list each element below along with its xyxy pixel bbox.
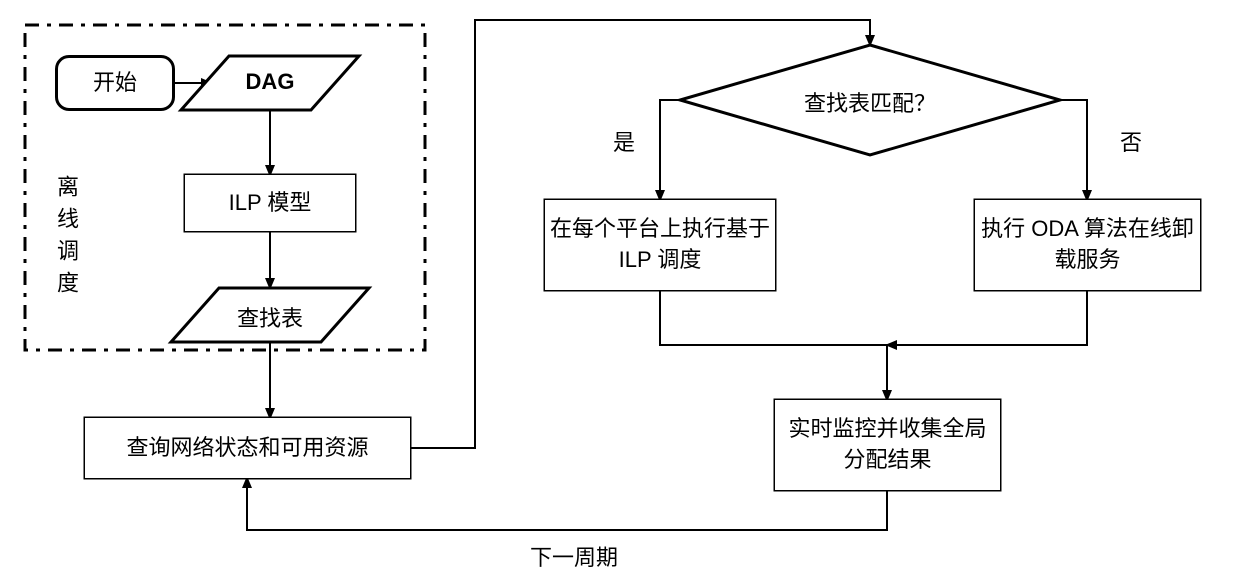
flowchart-svg	[0, 0, 1240, 584]
offline-scheduling-label: 离线调度	[50, 175, 82, 303]
start-label: 开始	[93, 68, 137, 99]
lookup-table-label: 查找表	[210, 301, 330, 333]
ilp-model-node: ILP 模型	[185, 175, 355, 231]
query-network-node: 查询网络状态和可用资源	[85, 418, 410, 478]
ilp-model-label: ILP 模型	[229, 188, 312, 219]
monitor-node: 实时监控并收集全局分配结果	[775, 400, 1000, 490]
next-cycle-edge-label: 下一周期	[530, 540, 618, 572]
yes-edge-label: 是	[613, 125, 635, 157]
ilp-schedule-node: 在每个平台上执行基于 ILP 调度	[545, 200, 775, 290]
oda-algorithm-label: 执行 ODA 算法在线卸载服务	[979, 214, 1196, 276]
oda-algorithm-node: 执行 ODA 算法在线卸载服务	[975, 200, 1200, 290]
dag-label: DAG	[220, 69, 320, 95]
start-node: 开始	[55, 55, 175, 111]
decision-label: 查找表匹配？	[770, 86, 970, 118]
ilp-schedule-label: 在每个平台上执行基于 ILP 调度	[549, 214, 771, 276]
no-edge-label: 否	[1120, 125, 1142, 157]
query-network-label: 查询网络状态和可用资源	[126, 433, 368, 464]
monitor-label: 实时监控并收集全局分配结果	[779, 414, 996, 476]
